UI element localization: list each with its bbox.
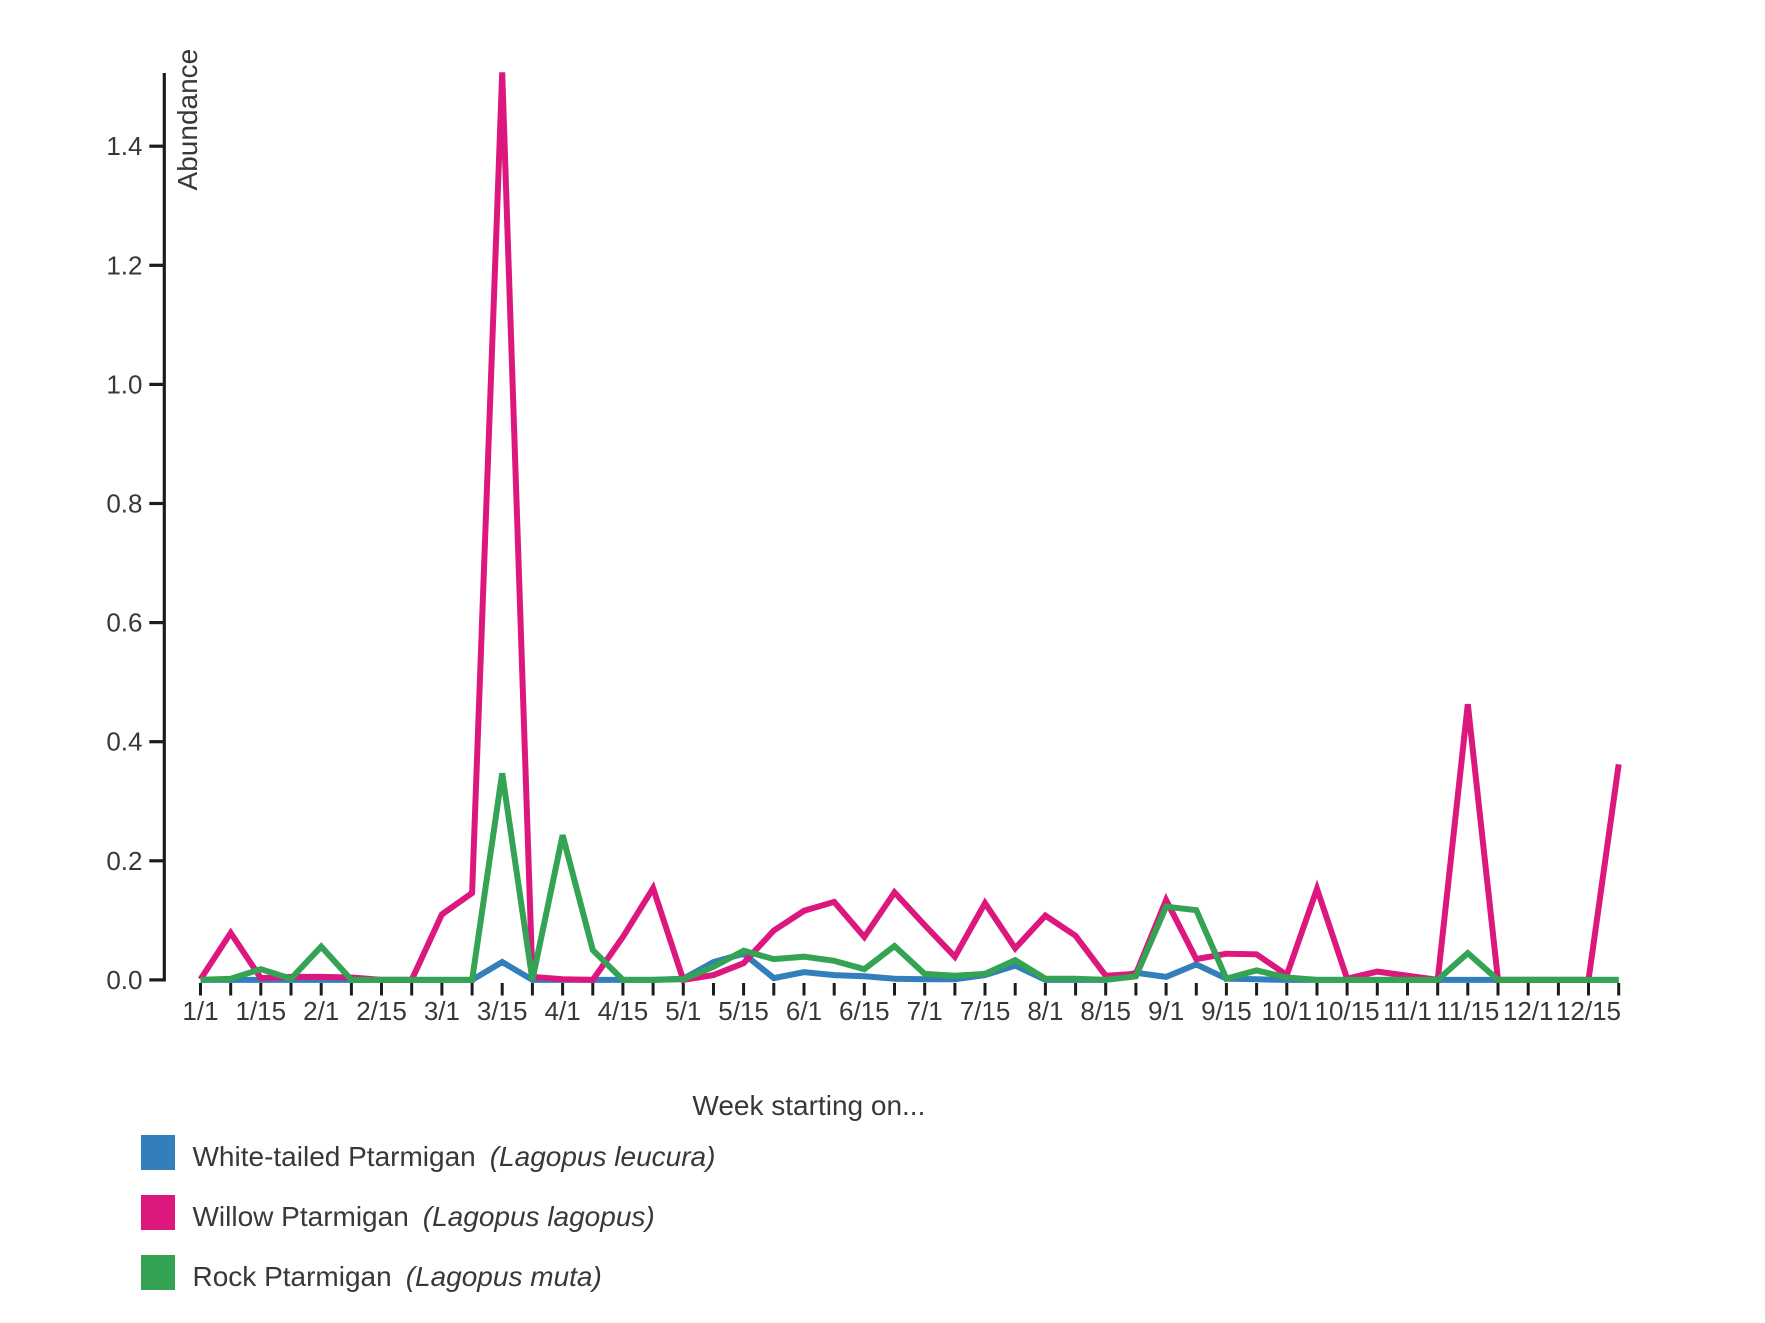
svg-text:3/1: 3/1 (424, 996, 460, 1026)
svg-text:0.8: 0.8 (106, 489, 142, 519)
svg-text:0.2: 0.2 (106, 846, 142, 876)
svg-text:2/1: 2/1 (303, 996, 339, 1026)
svg-text:5/15: 5/15 (718, 996, 769, 1026)
svg-text:12/1: 12/1 (1503, 996, 1554, 1026)
svg-text:6/1: 6/1 (786, 996, 822, 1026)
svg-text:7/15: 7/15 (960, 996, 1011, 1026)
svg-text:1/15: 1/15 (235, 996, 286, 1026)
svg-text:1.2: 1.2 (106, 250, 142, 280)
svg-text:4/15: 4/15 (598, 996, 649, 1026)
svg-text:2/15: 2/15 (356, 996, 407, 1026)
svg-text:0.0: 0.0 (106, 965, 142, 995)
svg-text:1.4: 1.4 (106, 131, 142, 161)
svg-text:0.4: 0.4 (106, 727, 142, 757)
svg-text:11/1: 11/1 (1383, 996, 1432, 1026)
svg-text:Willow Ptarmigan(Lagopus lagop: Willow Ptarmigan (Lagopus lagopus) (193, 1201, 655, 1232)
svg-text:7/1: 7/1 (907, 996, 943, 1026)
svg-text:1.0: 1.0 (106, 369, 142, 399)
svg-text:6/15: 6/15 (839, 996, 890, 1026)
svg-text:9/15: 9/15 (1201, 996, 1252, 1026)
svg-text:4/1: 4/1 (545, 996, 581, 1026)
svg-text:Abundance: Abundance (172, 49, 203, 191)
svg-text:10/15: 10/15 (1315, 996, 1380, 1026)
svg-text:12/15: 12/15 (1556, 996, 1621, 1026)
svg-text:5/1: 5/1 (665, 996, 701, 1026)
svg-text:White-tailed Ptarmigan(Lagopus: White-tailed Ptarmigan (Lagopus leucura) (193, 1141, 716, 1172)
svg-text:0.6: 0.6 (106, 608, 142, 638)
svg-text:Week starting on...: Week starting on... (692, 1090, 925, 1121)
svg-text:3/15: 3/15 (477, 996, 528, 1026)
svg-text:8/15: 8/15 (1080, 996, 1131, 1026)
svg-text:9/1: 9/1 (1148, 996, 1184, 1026)
svg-text:1/1: 1/1 (182, 996, 218, 1026)
svg-text:8/1: 8/1 (1027, 996, 1063, 1026)
svg-text:11/15: 11/15 (1436, 996, 1499, 1026)
svg-text:10/1: 10/1 (1261, 996, 1312, 1026)
